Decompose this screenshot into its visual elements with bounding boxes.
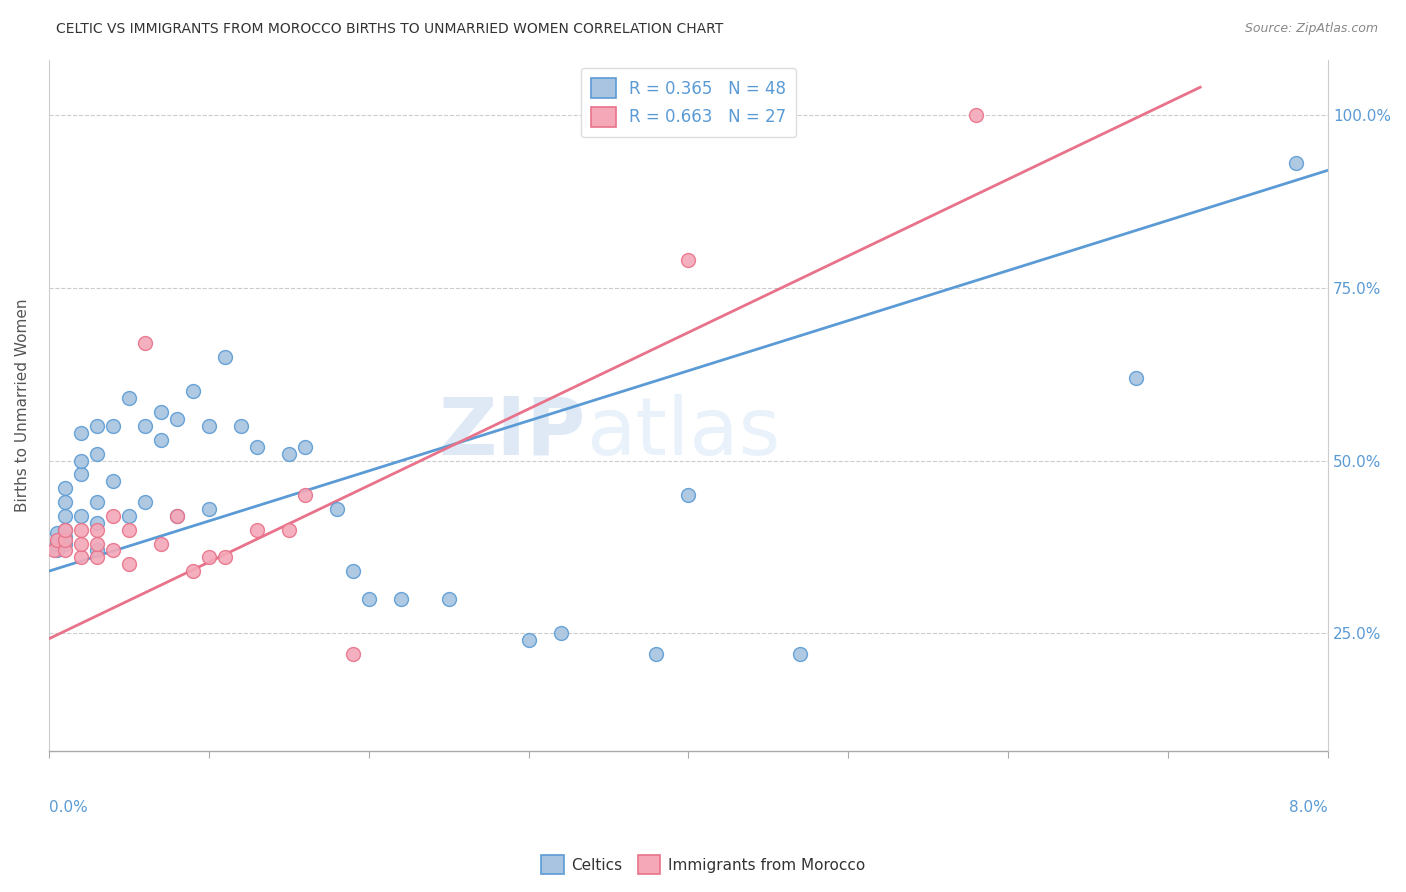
Point <box>134 336 156 351</box>
Point <box>45 543 67 558</box>
Point <box>86 543 108 558</box>
Point <box>101 508 124 523</box>
Point <box>294 488 316 502</box>
Point <box>86 419 108 434</box>
Point <box>101 419 124 434</box>
Point <box>197 502 219 516</box>
Point <box>45 536 67 550</box>
Point <box>965 108 987 122</box>
Point <box>342 564 364 578</box>
Point <box>53 508 76 523</box>
Point <box>678 253 700 268</box>
Point <box>53 533 76 547</box>
Point <box>101 543 124 558</box>
Point <box>166 412 188 426</box>
Text: 0.0%: 0.0% <box>49 799 87 814</box>
Point <box>517 633 540 648</box>
Point <box>181 384 204 399</box>
Point <box>197 550 219 565</box>
Point <box>118 558 141 572</box>
Point <box>246 523 269 537</box>
Point <box>45 526 67 541</box>
Text: atlas: atlas <box>586 394 780 472</box>
Point <box>149 536 172 550</box>
Point <box>134 495 156 509</box>
Point <box>53 481 76 495</box>
Point <box>149 433 172 447</box>
Y-axis label: Births to Unmarried Women: Births to Unmarried Women <box>15 299 30 512</box>
Point <box>645 647 668 661</box>
Point <box>53 536 76 550</box>
Point <box>42 543 65 558</box>
Point <box>69 550 91 565</box>
Point <box>181 564 204 578</box>
Point <box>550 626 572 640</box>
Point <box>69 523 91 537</box>
Point <box>69 467 91 482</box>
Point <box>86 523 108 537</box>
Point <box>86 447 108 461</box>
Point <box>166 508 188 523</box>
Text: ZIP: ZIP <box>439 394 586 472</box>
Point <box>69 508 91 523</box>
Point <box>357 591 380 606</box>
Point <box>86 536 108 550</box>
Point <box>325 502 347 516</box>
Point <box>134 419 156 434</box>
Point <box>1125 370 1147 384</box>
Legend: R = 0.365   N = 48, R = 0.663   N = 27: R = 0.365 N = 48, R = 0.663 N = 27 <box>581 68 796 137</box>
Point <box>1285 156 1308 170</box>
Point <box>69 536 91 550</box>
Point <box>246 440 269 454</box>
Point <box>149 405 172 419</box>
Point <box>118 392 141 406</box>
Point <box>69 425 91 440</box>
Point <box>101 475 124 489</box>
Text: Source: ZipAtlas.com: Source: ZipAtlas.com <box>1244 22 1378 36</box>
Text: 8.0%: 8.0% <box>1289 799 1329 814</box>
Point <box>214 350 236 364</box>
Point <box>86 550 108 565</box>
Point <box>389 591 412 606</box>
Point <box>277 523 299 537</box>
Point <box>53 495 76 509</box>
Point <box>342 647 364 661</box>
Text: CELTIC VS IMMIGRANTS FROM MOROCCO BIRTHS TO UNMARRIED WOMEN CORRELATION CHART: CELTIC VS IMMIGRANTS FROM MOROCCO BIRTHS… <box>56 22 724 37</box>
Point <box>166 508 188 523</box>
Point <box>53 530 76 544</box>
Point <box>294 440 316 454</box>
Point <box>53 523 76 537</box>
Point <box>277 447 299 461</box>
Point <box>678 488 700 502</box>
Point <box>69 453 91 467</box>
Point <box>229 419 252 434</box>
Point <box>86 495 108 509</box>
Point <box>86 516 108 530</box>
Point <box>214 550 236 565</box>
Legend: Celtics, Immigrants from Morocco: Celtics, Immigrants from Morocco <box>534 849 872 880</box>
Point <box>789 647 811 661</box>
Point <box>118 508 141 523</box>
Point <box>197 419 219 434</box>
Point <box>118 523 141 537</box>
Point <box>53 523 76 537</box>
Point <box>53 543 76 558</box>
Point <box>45 533 67 547</box>
Point <box>437 591 460 606</box>
